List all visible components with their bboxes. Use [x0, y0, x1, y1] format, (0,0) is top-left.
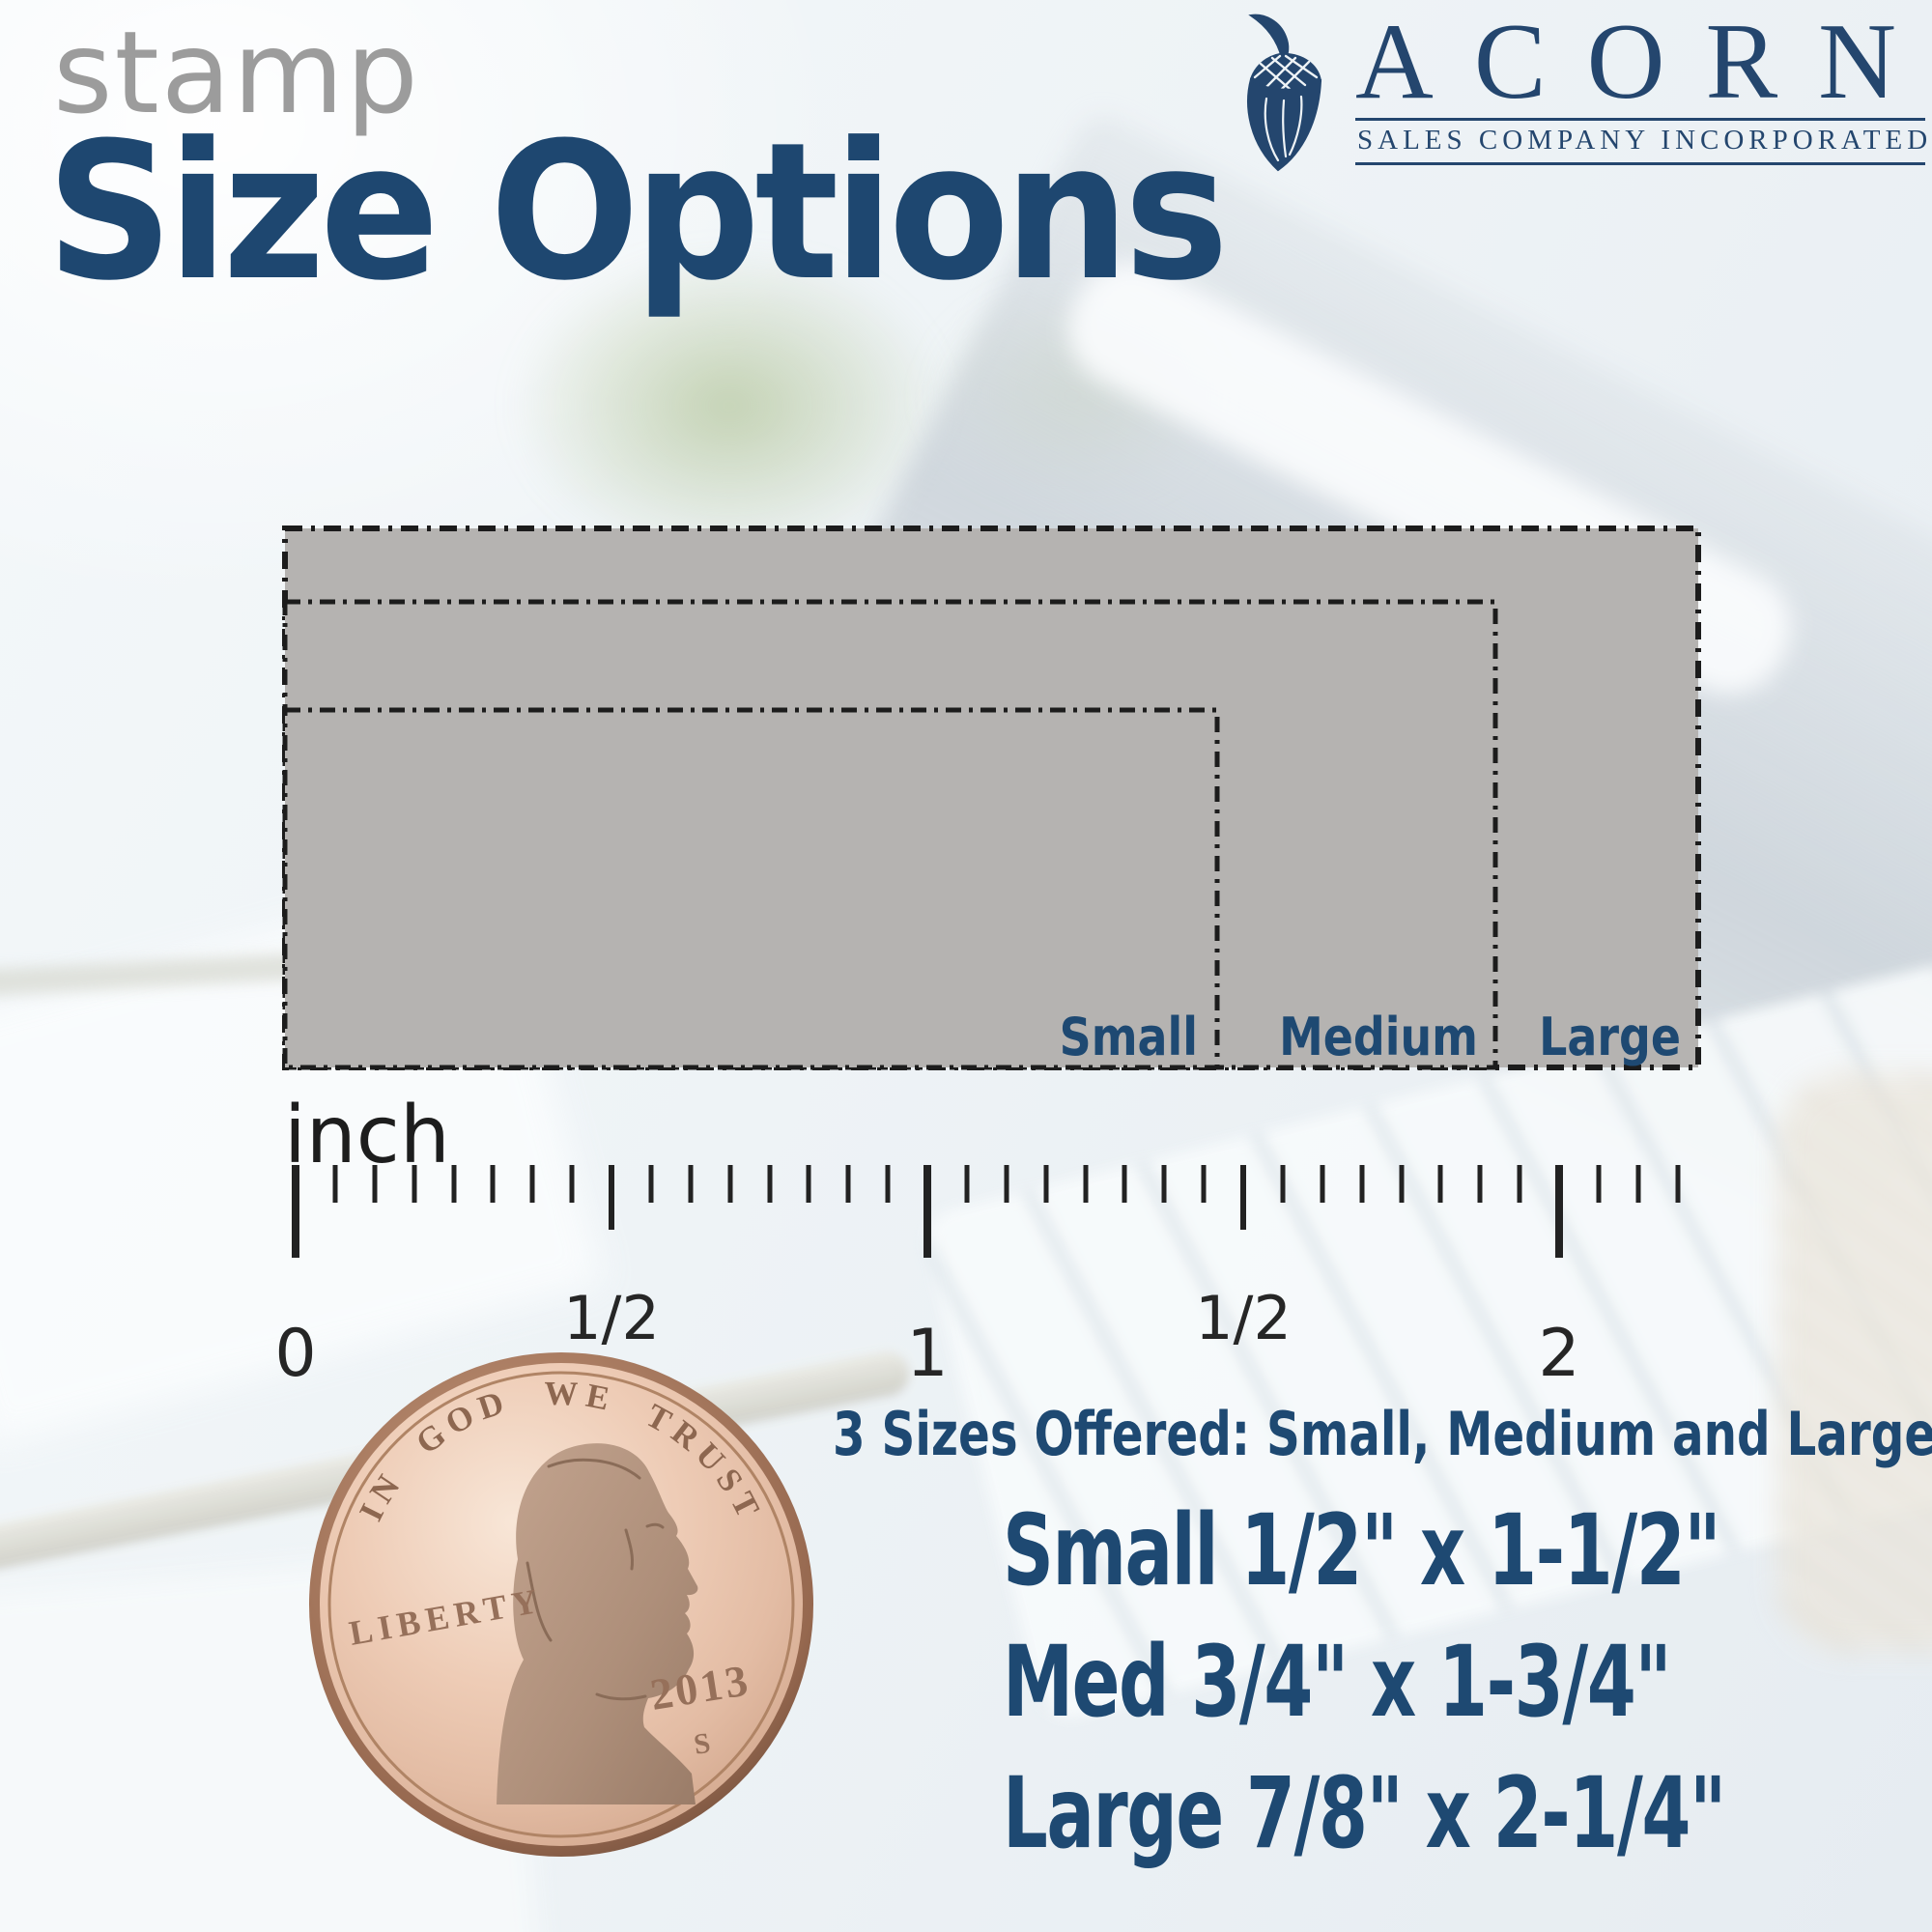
- ruler-tick: [648, 1165, 654, 1203]
- ruler-tick: [923, 1165, 931, 1258]
- ruler-number-0: 0: [274, 1316, 317, 1392]
- ruler-tick: [1477, 1165, 1483, 1203]
- logo-name: ACORN: [1355, 2, 1932, 122]
- logo-text: ACORN SALES COMPANY INCORPORATED: [1355, 8, 1932, 182]
- brand-logo: ACORN SALES COMPANY INCORPORATED: [1222, 8, 1932, 182]
- ruler-tick: [964, 1165, 970, 1203]
- ruler-tick: [1320, 1165, 1325, 1203]
- ruler-tick: [1043, 1165, 1049, 1203]
- ruler-tick: [767, 1165, 772, 1203]
- ruler-tick: [1161, 1165, 1167, 1203]
- offer-line-medium: Med 3/4" x 1-3/4": [1003, 1625, 1672, 1740]
- penny-scale-reference: IN GOD WE TRUST LIBERTY 2013 S: [307, 1350, 815, 1859]
- ruler-tick: [688, 1165, 694, 1203]
- medium-size-label: Medium: [1279, 1007, 1478, 1067]
- ruler-tick: [1201, 1165, 1207, 1203]
- ruler-tick: [727, 1165, 733, 1203]
- ruler-tick: [1359, 1165, 1365, 1203]
- ruler-tick: [569, 1165, 575, 1203]
- ruler-tick: [1083, 1165, 1088, 1203]
- offer-line-large: Large 7/8" x 2-1/4": [1003, 1756, 1726, 1871]
- ruler-tick: [806, 1165, 811, 1203]
- ruler-number-2: 2: [1538, 1316, 1580, 1392]
- ruler-tick: [1280, 1165, 1286, 1203]
- ruler-tick: [292, 1165, 299, 1258]
- ruler-tick: [412, 1165, 417, 1203]
- ruler-tick: [885, 1165, 891, 1203]
- eyebrow-label: stamp: [53, 6, 420, 139]
- acorn-icon: [1247, 14, 1322, 172]
- ruler-tick: [529, 1165, 535, 1203]
- ruler-number-half-1: 1/2: [563, 1283, 660, 1353]
- page-title: Size Options: [46, 102, 1229, 323]
- large-size-label: Large: [1539, 1007, 1681, 1067]
- penny-mint-mark: S: [692, 1727, 713, 1761]
- ruler-tick: [1675, 1165, 1681, 1203]
- ruler-tick: [1596, 1165, 1602, 1203]
- ruler-number-half-2: 1/2: [1195, 1283, 1292, 1353]
- ruler-tick: [1399, 1165, 1404, 1203]
- offer-line-small: Small 1/2" x 1-1/2": [1003, 1493, 1721, 1608]
- ruler-tick: [451, 1165, 456, 1203]
- ruler-tick: [1635, 1165, 1641, 1203]
- offer-heading: 3 Sizes Offered: Small, Medium and Large: [833, 1399, 1932, 1469]
- ruler-tick: [332, 1165, 338, 1203]
- ruler-tick: [1122, 1165, 1127, 1203]
- small-size-outline: [282, 707, 1220, 1070]
- ruler-tick: [1437, 1165, 1443, 1203]
- ruler-tick: [1517, 1165, 1522, 1203]
- penny-image: IN GOD WE TRUST LIBERTY 2013 S: [309, 1352, 813, 1857]
- logo-subtitle: SALES COMPANY INCORPORATED: [1355, 118, 1927, 165]
- ruler-tick: [490, 1165, 496, 1203]
- small-size-label: Small: [1059, 1007, 1198, 1067]
- ruler-tick: [609, 1165, 614, 1230]
- ruler-unit-label: inch: [284, 1090, 450, 1181]
- ruler-tick: [845, 1165, 851, 1203]
- ruler-tick: [1004, 1165, 1009, 1203]
- ruler-number-1: 1: [906, 1316, 949, 1392]
- ruler-tick: [372, 1165, 378, 1203]
- ruler-tick: [1555, 1165, 1563, 1258]
- ruler-tick: [1240, 1165, 1246, 1230]
